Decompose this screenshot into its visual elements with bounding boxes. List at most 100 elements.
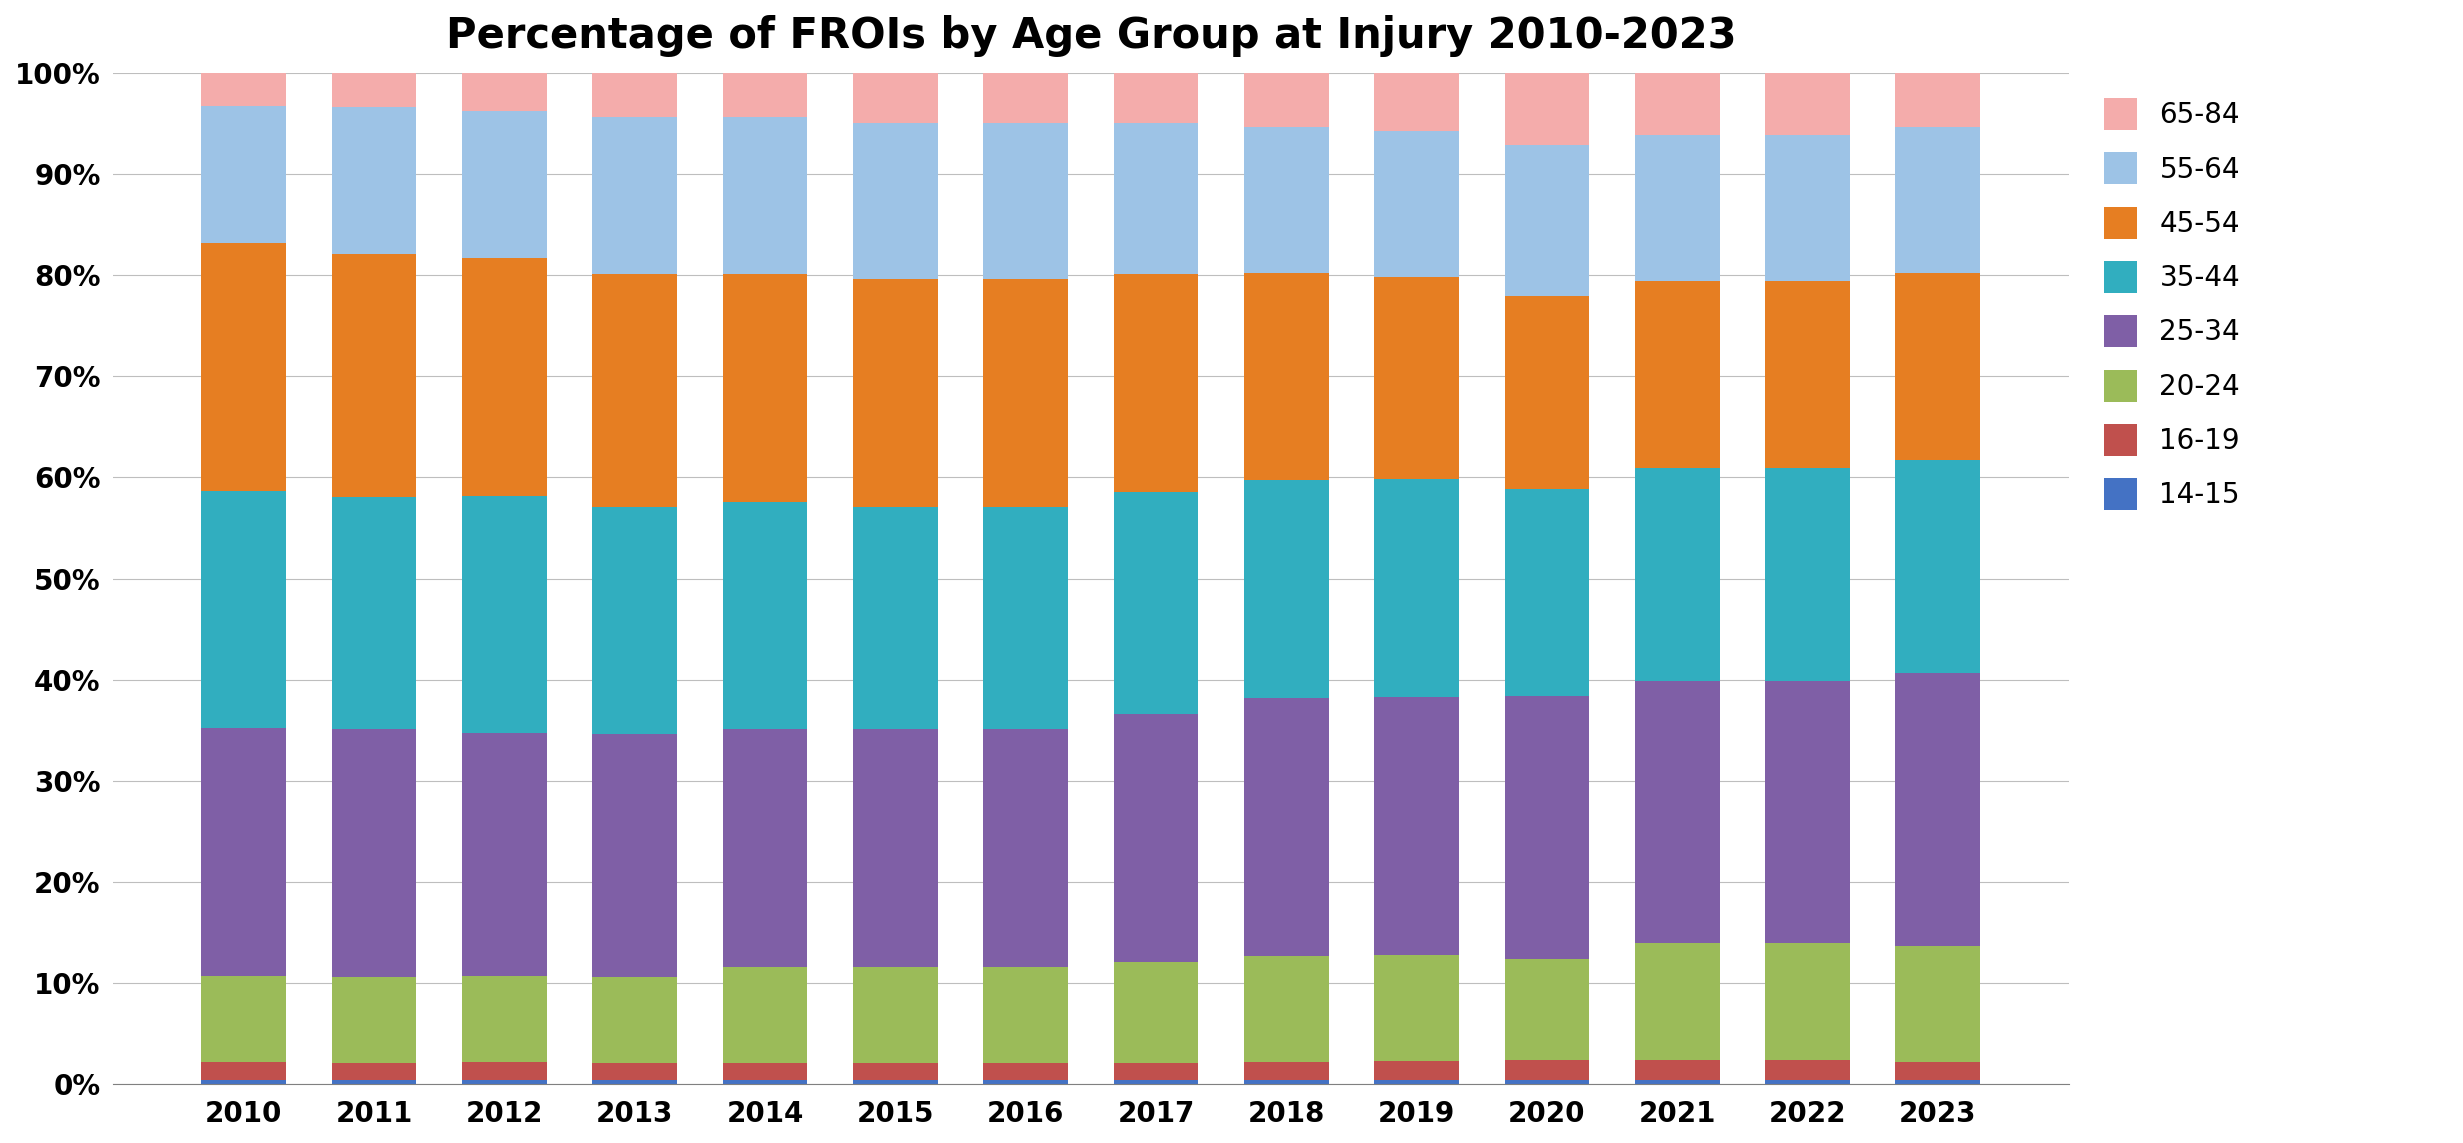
Bar [463, 496, 547, 733]
Bar [1374, 73, 1458, 130]
Bar [1635, 1060, 1719, 1080]
Bar [1505, 73, 1589, 145]
Bar [594, 73, 677, 118]
Bar [202, 490, 286, 728]
Bar [1897, 1062, 1980, 1080]
Bar [1505, 1080, 1589, 1084]
Bar [852, 506, 938, 729]
Bar [983, 1080, 1069, 1084]
Bar [1374, 697, 1458, 954]
Bar [852, 73, 938, 122]
Bar [1505, 488, 1589, 696]
Bar [594, 1080, 677, 1084]
Bar [463, 733, 547, 976]
Bar [1897, 73, 1980, 127]
Bar [852, 967, 938, 1063]
Bar [852, 279, 938, 506]
Bar [1244, 127, 1328, 273]
Bar [1635, 943, 1719, 1060]
Bar [1897, 273, 1980, 461]
Bar [722, 118, 808, 274]
Bar [333, 496, 416, 729]
Bar [1374, 954, 1458, 1061]
Bar [1244, 956, 1328, 1062]
Bar [1897, 1080, 1980, 1084]
Bar [1505, 696, 1589, 959]
Bar [983, 729, 1069, 967]
Legend: 65-84, 55-64, 45-54, 35-44, 25-34, 20-24, 16-19, 14-15: 65-84, 55-64, 45-54, 35-44, 25-34, 20-24… [2094, 87, 2251, 521]
Bar [333, 1080, 416, 1084]
Bar [1766, 135, 1850, 281]
Bar [202, 242, 286, 490]
Bar [1113, 714, 1199, 961]
Bar [983, 73, 1069, 122]
Bar [1374, 278, 1458, 479]
Bar [852, 1063, 938, 1080]
Bar [1113, 491, 1199, 714]
Bar [1635, 680, 1719, 943]
Bar [983, 122, 1069, 279]
Bar [1244, 1062, 1328, 1080]
Bar [1374, 1061, 1458, 1080]
Bar [594, 977, 677, 1063]
Bar [1766, 1080, 1850, 1084]
Bar [594, 734, 677, 977]
Bar [1635, 73, 1719, 135]
Bar [983, 1063, 1069, 1080]
Bar [1766, 469, 1850, 680]
Bar [1635, 281, 1719, 469]
Bar [202, 73, 286, 106]
Bar [1113, 1063, 1199, 1080]
Bar [1505, 296, 1589, 488]
Bar [333, 729, 416, 977]
Bar [1897, 672, 1980, 945]
Bar [1113, 961, 1199, 1063]
Bar [594, 1063, 677, 1080]
Bar [722, 73, 808, 118]
Bar [202, 976, 286, 1062]
Bar [333, 1063, 416, 1080]
Bar [1374, 479, 1458, 697]
Bar [333, 254, 416, 496]
Bar [333, 977, 416, 1063]
Bar [594, 274, 677, 506]
Bar [202, 106, 286, 242]
Bar [852, 1080, 938, 1084]
Bar [1113, 73, 1199, 122]
Bar [1113, 274, 1199, 491]
Bar [333, 73, 416, 107]
Bar [463, 1062, 547, 1080]
Bar [722, 1063, 808, 1080]
Bar [983, 279, 1069, 506]
Bar [1244, 1080, 1328, 1084]
Bar [594, 506, 677, 734]
Bar [1244, 480, 1328, 698]
Bar [1635, 1080, 1719, 1084]
Bar [722, 1080, 808, 1084]
Bar [202, 728, 286, 976]
Bar [463, 258, 547, 496]
Bar [1505, 1060, 1589, 1080]
Bar [1766, 1060, 1850, 1080]
Bar [1897, 461, 1980, 672]
Bar [1897, 945, 1980, 1062]
Title: Percentage of FROIs by Age Group at Injury 2010-2023: Percentage of FROIs by Age Group at Inju… [446, 15, 1736, 57]
Bar [1113, 1080, 1199, 1084]
Bar [1766, 281, 1850, 469]
Bar [333, 107, 416, 254]
Bar [722, 274, 808, 502]
Bar [1897, 127, 1980, 273]
Bar [1635, 469, 1719, 680]
Bar [1766, 680, 1850, 943]
Bar [1244, 73, 1328, 127]
Bar [1635, 135, 1719, 281]
Bar [1766, 73, 1850, 135]
Bar [852, 122, 938, 279]
Bar [1505, 145, 1589, 296]
Bar [594, 118, 677, 274]
Bar [1244, 698, 1328, 956]
Bar [463, 976, 547, 1062]
Bar [463, 111, 547, 258]
Bar [852, 729, 938, 967]
Bar [1113, 122, 1199, 274]
